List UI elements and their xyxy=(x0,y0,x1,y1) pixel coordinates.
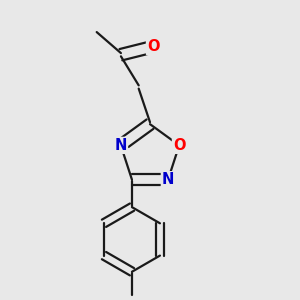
Text: N: N xyxy=(162,172,174,187)
Text: N: N xyxy=(115,138,127,153)
Text: O: O xyxy=(173,138,185,153)
Text: O: O xyxy=(147,39,160,54)
